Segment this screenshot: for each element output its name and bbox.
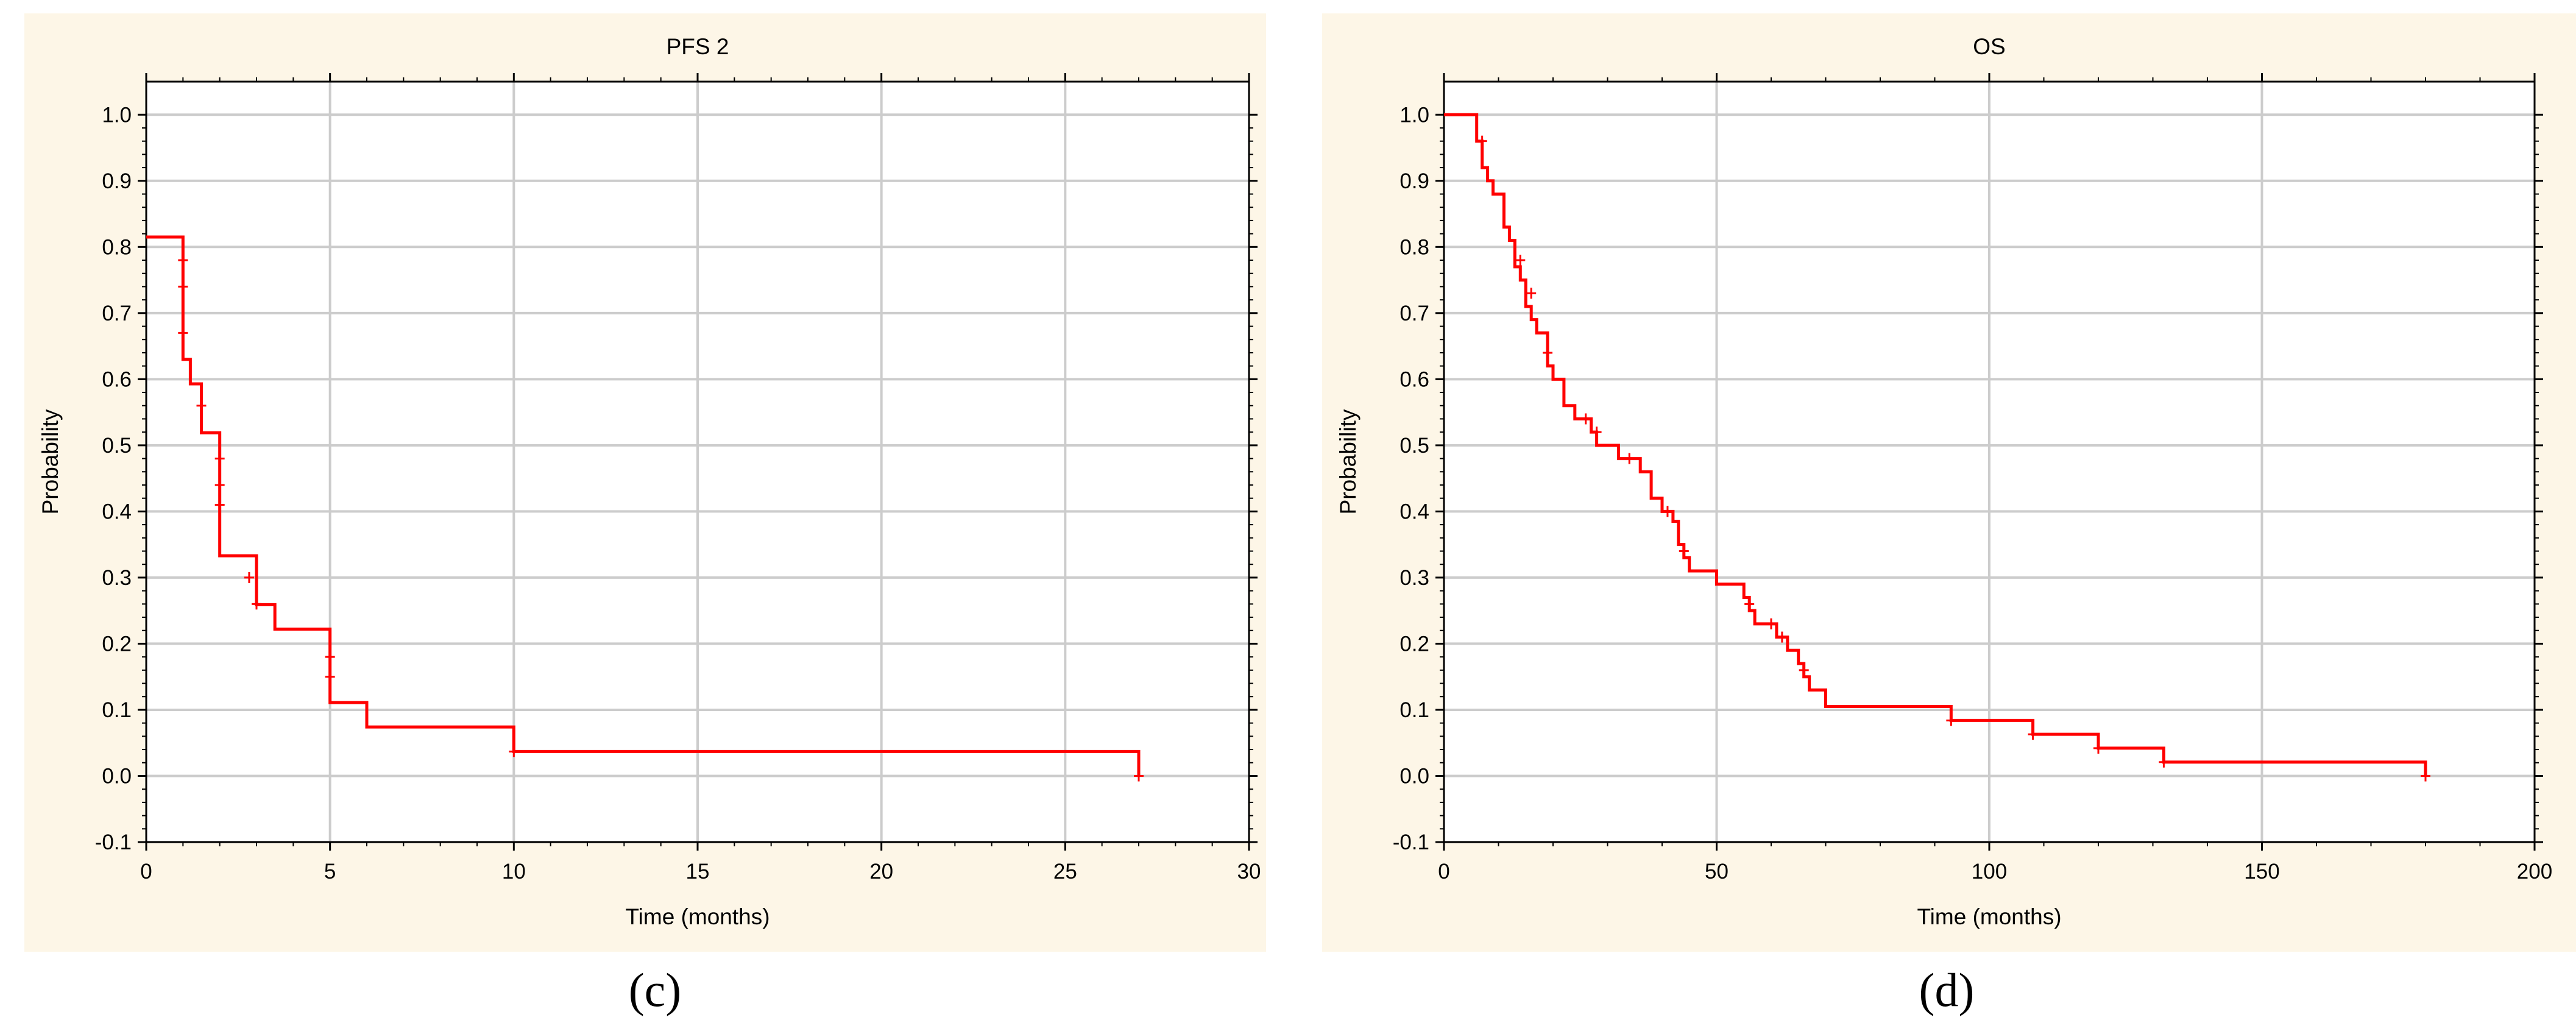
x-tick-label: 0 <box>1438 860 1449 884</box>
y-tick-label: 0.0 <box>1399 764 1429 788</box>
y-axis-label: Probability <box>38 409 63 514</box>
x-tick-label: 50 <box>1705 860 1729 884</box>
y-tick-label: -0.1 <box>95 830 132 854</box>
x-tick-label: 20 <box>869 860 893 884</box>
y-tick-label: -0.1 <box>1393 830 1429 854</box>
y-tick-label: 1.0 <box>1399 103 1429 127</box>
x-tick-label: 200 <box>2517 860 2552 884</box>
y-tick-label: 0.2 <box>102 632 132 656</box>
y-tick-label: 0.7 <box>102 302 132 325</box>
y-tick-label: 0.8 <box>1399 235 1429 259</box>
y-tick-label: 0.4 <box>1399 500 1429 523</box>
y-tick-label: 1.0 <box>102 103 132 127</box>
y-tick-label: 0.5 <box>102 434 132 458</box>
x-tick-label: 5 <box>324 860 336 884</box>
subfigure-caption-c: (c) <box>628 963 682 1016</box>
y-axis-label: Probability <box>1336 409 1361 514</box>
y-tick-label: 0.9 <box>1399 169 1429 193</box>
x-tick-label: 150 <box>2244 860 2279 884</box>
y-tick-label: 0.3 <box>102 566 132 590</box>
x-axis-label: Time (months) <box>1917 904 2061 929</box>
y-tick-label: 0.5 <box>1399 434 1429 458</box>
y-tick-label: 0.6 <box>102 367 132 391</box>
x-axis-label: Time (months) <box>625 904 770 929</box>
y-tick-label: 0.4 <box>102 500 132 523</box>
chart-d: 0 50 100 150 200 -0.1 0.0 0.1 0.2 0.3 0.4 0.5 0.6 0.7… <box>1336 34 2552 929</box>
y-tick-label: 0.8 <box>102 235 132 259</box>
y-tick-label: 0.1 <box>1399 698 1429 722</box>
chart-panel-d: 0 50 100 150 200 -0.1 0.0 0.1 0.2 0.3 0.4 0.5 0.6 0.7… <box>1322 13 2576 952</box>
chart-title: OS <box>1973 34 2005 59</box>
subfigure-caption-d: (d) <box>1919 963 1975 1016</box>
chart-title: PFS 2 <box>667 34 729 59</box>
y-tick-label: 0.9 <box>102 169 132 193</box>
x-tick-label: 0 <box>140 860 152 884</box>
x-tick-label: 10 <box>502 860 526 884</box>
y-tick-label: 0.6 <box>1399 367 1429 391</box>
y-tick-label: 0.1 <box>102 698 132 722</box>
y-tick-label: 0.0 <box>102 764 132 788</box>
x-tick-label: 100 <box>1972 860 2007 884</box>
y-tick-label: 0.3 <box>1399 566 1429 590</box>
x-tick-label: 25 <box>1053 860 1077 884</box>
survival-step-line <box>146 235 1141 776</box>
chart-c: 0 5 10 15 20 25 30 -0.1 0.0 0.1 0.2 0.3 0.4 0.5 0.6 0.7… <box>38 34 1261 929</box>
y-tick-label: 0.7 <box>1399 302 1429 325</box>
chart-panel-c: 0 5 10 15 20 25 30 -0.1 0.0 0.1 0.2 0.3 0.4 0.5 0.6 0.7… <box>24 13 1266 952</box>
x-tick-label: 30 <box>1237 860 1261 884</box>
survival-step-line <box>1444 113 2427 776</box>
y-tick-label: 0.2 <box>1399 632 1429 656</box>
x-tick-label: 15 <box>686 860 710 884</box>
